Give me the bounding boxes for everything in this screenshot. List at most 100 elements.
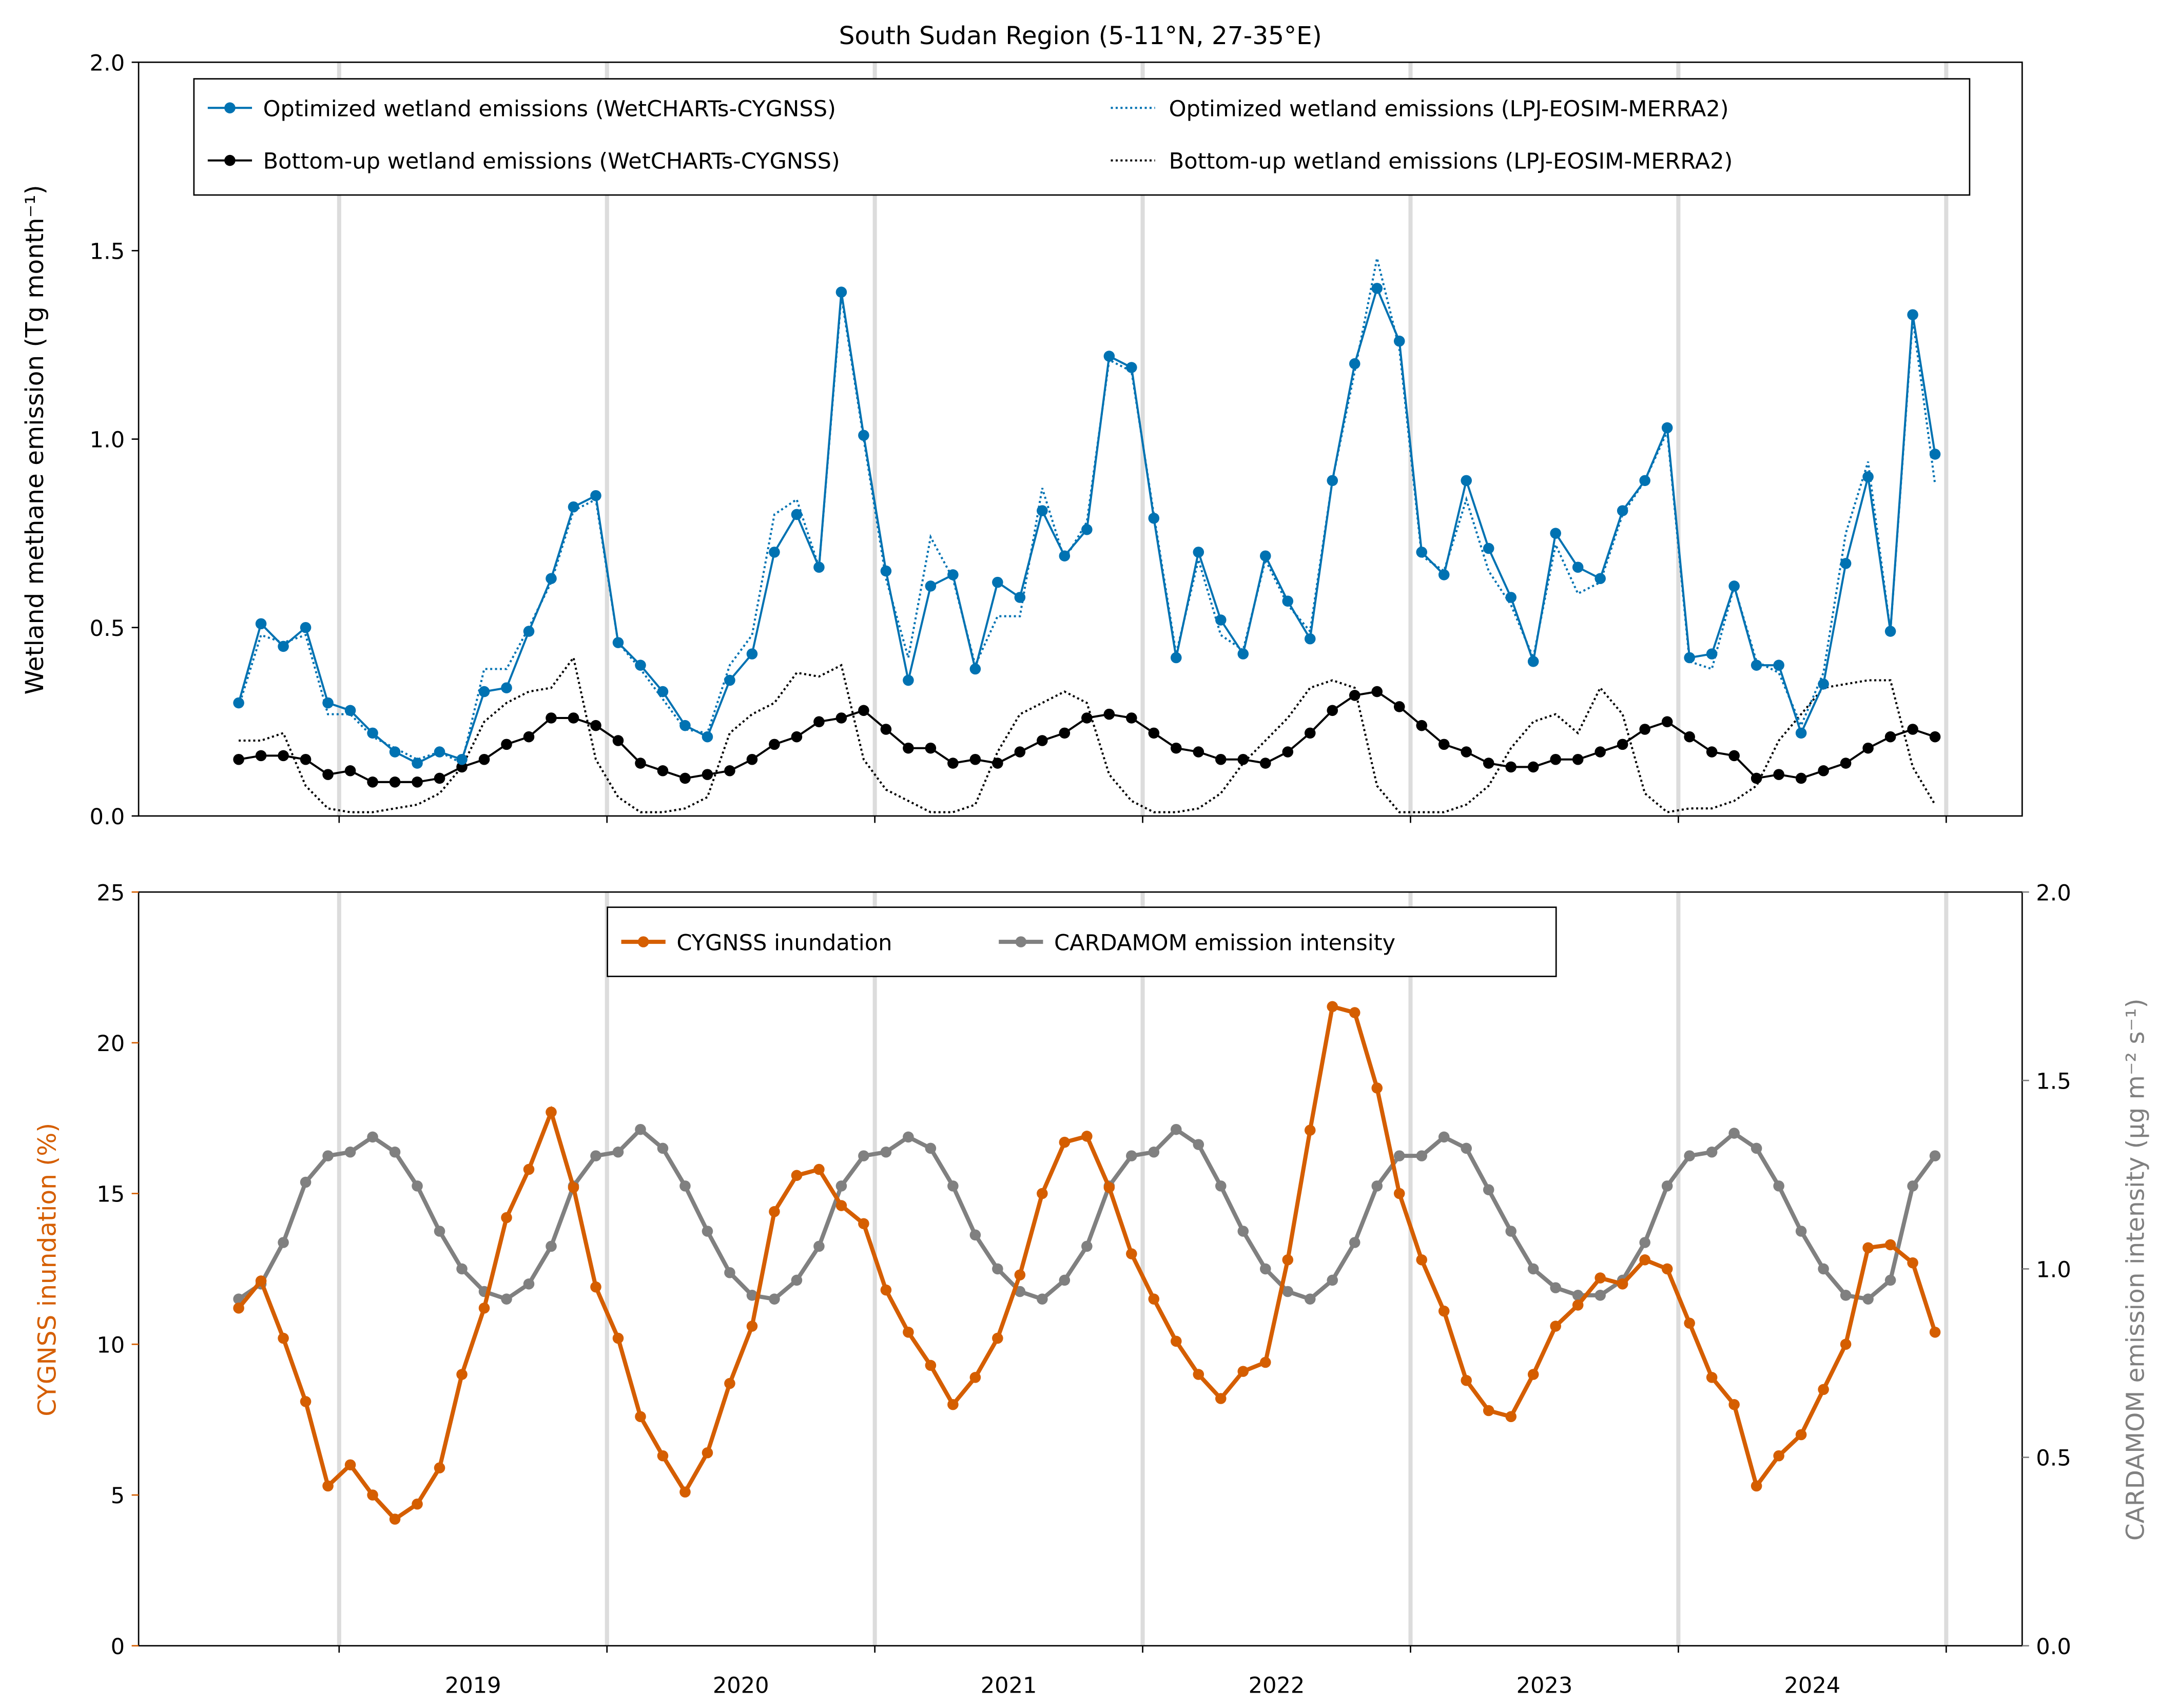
x-tick-label: 2020 [713, 1673, 769, 1698]
bottomup-wetcharts-point [568, 712, 579, 724]
cygnss-point [724, 1377, 735, 1389]
cygnss-point [813, 1163, 825, 1175]
right-y-tick-label: 1.0 [2036, 1257, 2071, 1283]
cardamom-point [1505, 1226, 1517, 1237]
cygnss-point [1728, 1399, 1740, 1410]
y-tick-label: 1.5 [90, 239, 125, 265]
optimized-wetcharts-point [322, 697, 334, 709]
bottomup-wetcharts-point [1081, 712, 1093, 724]
right-y-tick-label: 1.5 [2036, 1069, 2071, 1094]
optimized-wetcharts-point [1438, 569, 1450, 580]
optimized-wetcharts-point [1215, 614, 1227, 626]
cygnss-point [1907, 1257, 1918, 1269]
bottomup-wetcharts-point [746, 753, 758, 765]
cardamom-point [1639, 1237, 1650, 1248]
bottomup-wetcharts-point [1684, 731, 1695, 743]
bottomup-wetcharts-point [1751, 772, 1762, 784]
optimized-wetcharts-point [590, 490, 601, 501]
optimized-wetcharts-point [412, 758, 423, 769]
bottomup-wetcharts-point [657, 765, 669, 777]
bottomup-wetcharts-point [679, 772, 691, 784]
bottomup-wetcharts-point [389, 777, 401, 788]
cygnss-point [1527, 1369, 1539, 1380]
bottomup-wetcharts-point [1639, 724, 1650, 735]
cygnss-point [1818, 1384, 1829, 1395]
cardamom-point [1572, 1290, 1584, 1301]
optimized-wetcharts-point [1037, 505, 1048, 516]
optimized-wetcharts-point [702, 731, 713, 743]
bottomup-wetcharts-point [1215, 753, 1227, 765]
cygnss-point [1438, 1305, 1450, 1317]
cardamom-point [501, 1293, 512, 1305]
optimized-wetcharts-point [1617, 505, 1628, 516]
bottomup-wetcharts-point [1059, 727, 1071, 739]
optimized-wetcharts-point [1862, 471, 1874, 482]
cardamom-point [880, 1147, 892, 1158]
optimized-wetcharts-point [1237, 648, 1249, 659]
cardamom-point [389, 1147, 401, 1158]
y-tick-label: 0.5 [90, 616, 125, 642]
cygnss-point [947, 1399, 959, 1410]
cygnss-point [255, 1275, 267, 1287]
bottomup-wetcharts-point [1126, 712, 1137, 724]
bottomup-wetcharts-point [880, 724, 892, 735]
optimized-lpj-line [238, 258, 1936, 765]
cygnss-point [1884, 1239, 1896, 1251]
cygnss-point [389, 1513, 401, 1525]
cygnss-point [568, 1182, 579, 1193]
optimized-wetcharts-point [278, 640, 289, 652]
y-tick-label: 25 [96, 880, 125, 906]
cygnss-point [1840, 1338, 1852, 1350]
bottomup-wetcharts-point [1371, 686, 1383, 697]
optimized-wetcharts-point [255, 618, 267, 630]
cygnss-point [1773, 1450, 1784, 1462]
cygnss-point [1751, 1480, 1762, 1492]
cardamom-point [1237, 1226, 1249, 1237]
cygnss-point [434, 1462, 445, 1473]
cygnss-point [1706, 1372, 1718, 1383]
cygnss-point [1595, 1272, 1606, 1284]
bottomup-wetcharts-point [724, 765, 735, 777]
cardamom-point [344, 1147, 356, 1158]
cygnss-point [1037, 1188, 1048, 1199]
cardamom-point [590, 1150, 601, 1161]
cygnss-point [702, 1447, 713, 1459]
optimized-wetcharts-point [367, 727, 378, 739]
bottomup-wetcharts-point [635, 758, 646, 769]
cardamom-point [1081, 1240, 1093, 1252]
cygnss-point [1639, 1254, 1650, 1266]
bottomup-wetcharts-point [590, 720, 601, 731]
cardamom-point [1461, 1142, 1472, 1154]
x-tick-label: 2024 [1784, 1673, 1840, 1698]
cardamom-point [1773, 1180, 1784, 1192]
top-y-axis-label: Wetland methane emission (Tg month⁻¹) [21, 185, 49, 694]
cygnss-point [322, 1480, 334, 1492]
cygnss-point [1617, 1278, 1628, 1290]
cygnss-point [903, 1327, 914, 1338]
bottomup-wetcharts-point [1148, 727, 1160, 739]
optimized-wetcharts-point [813, 561, 825, 573]
optimized-wetcharts-point [1371, 283, 1383, 294]
cygnss-point [1795, 1429, 1807, 1441]
bottomup-wetcharts-point [1795, 772, 1807, 784]
cardamom-point [1595, 1290, 1606, 1301]
optimized-wetcharts-point [456, 753, 468, 765]
optimized-wetcharts-point [389, 746, 401, 758]
cygnss-point [1572, 1299, 1584, 1311]
cardamom-point [1304, 1293, 1316, 1305]
cardamom-point [367, 1131, 378, 1143]
y-tick-label: 2.0 [90, 50, 125, 76]
bottomup-wetcharts-point [702, 769, 713, 780]
bottomup-wetcharts-point [344, 765, 356, 777]
optimized-wetcharts-point [992, 576, 1003, 588]
optimized-wetcharts-point [969, 663, 981, 675]
bottomup-wetcharts-point [546, 712, 557, 724]
bottomup-wetcharts-point [1349, 690, 1360, 701]
x-tick-label: 2019 [445, 1673, 501, 1698]
bottom-right-y-axis-label: CARDAMOM emission intensity (μg m⁻² s⁻¹) [2121, 998, 2150, 1541]
cardamom-point [434, 1226, 445, 1237]
bottomup-wetcharts-point [1929, 731, 1941, 743]
cygnss-point [1483, 1405, 1494, 1416]
right-y-tick-label: 2.0 [2036, 880, 2071, 906]
